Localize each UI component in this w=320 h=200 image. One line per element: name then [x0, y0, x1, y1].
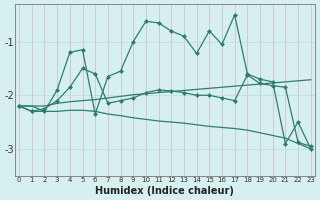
X-axis label: Humidex (Indice chaleur): Humidex (Indice chaleur)	[95, 186, 234, 196]
